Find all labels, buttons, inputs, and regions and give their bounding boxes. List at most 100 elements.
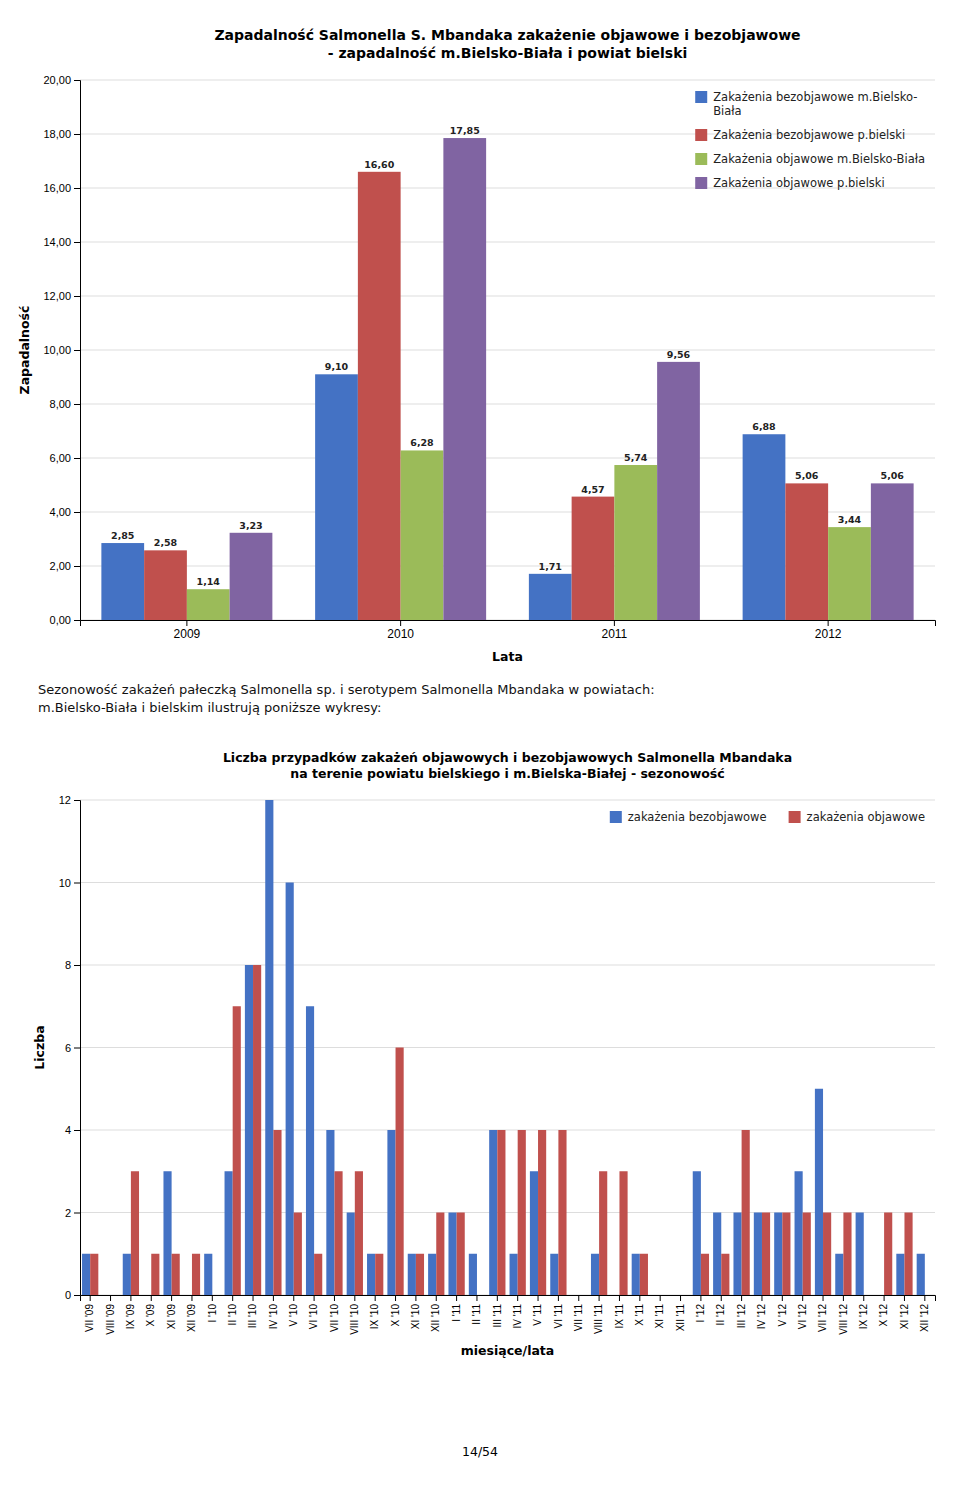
x-tick-mark [924, 1295, 925, 1301]
data-label: 5,06 [795, 470, 819, 481]
x-tick-mark [700, 1295, 701, 1301]
x-tick-mark [354, 1295, 355, 1301]
y-tick: 10,00 [43, 344, 80, 356]
x-tick: 2012 [815, 620, 842, 641]
x-tick-label: III '12 [736, 1304, 747, 1329]
bar [611, 1295, 619, 1296]
y-tick-label: 6 [65, 1042, 71, 1054]
bar [163, 1171, 171, 1295]
x-tick-mark [476, 1295, 477, 1301]
data-label: 6,28 [410, 437, 434, 448]
x-tick-mark [558, 1295, 559, 1301]
x-tick: III '12 [736, 1295, 747, 1328]
x-tick-label: II '12 [715, 1304, 726, 1326]
x-tick-label: XII '10 [430, 1304, 441, 1332]
x-tick: X '09 [145, 1295, 156, 1326]
x-tick-label: VII '12 [817, 1304, 828, 1332]
data-label: 2,58 [154, 537, 178, 548]
bar [721, 1254, 729, 1295]
x-tick-mark [619, 1295, 620, 1301]
y-tick-label: 12,00 [43, 290, 71, 302]
bar [917, 1254, 925, 1295]
y-tick: 20,00 [43, 74, 80, 86]
x-tick-label: V '12 [777, 1304, 788, 1327]
legend-label: zakażenia bezobjawowe [628, 810, 767, 824]
bar [443, 138, 486, 620]
x-tick: IV '10 [268, 1295, 279, 1329]
grid-line [80, 800, 935, 801]
legend-item: zakażenia objawowe [789, 810, 925, 824]
x-tick-mark [171, 1295, 172, 1301]
x-tick-label: XI '12 [899, 1304, 910, 1330]
x-tick-label: V '11 [532, 1304, 543, 1326]
bar [657, 362, 700, 620]
y-tick-label: 2 [65, 1207, 71, 1219]
x-axis-line [81, 1296, 936, 1302]
x-tick-mark [741, 1295, 742, 1301]
grid-line [80, 242, 935, 243]
bar [701, 1254, 709, 1295]
x-tick: IX '12 [858, 1295, 869, 1329]
x-tick: XI '09 [166, 1295, 177, 1329]
bar [396, 1048, 404, 1296]
bar [742, 1130, 750, 1295]
y-tick-mark [74, 800, 80, 801]
bar [572, 497, 615, 620]
x-tick-label: II '11 [471, 1304, 482, 1325]
legend-item: Zakażenia bezobjawowe m.Bielsko-Biała [695, 90, 917, 118]
bar [782, 1213, 790, 1296]
legend-swatch [610, 811, 622, 823]
bar [876, 1295, 884, 1296]
y-tick: 0 [65, 1289, 80, 1301]
x-tick: VII '11 [573, 1295, 584, 1331]
chart: Zapadalność Salmonella S. Mbandaka zakaż… [17, 27, 936, 664]
x-tick: XII '10 [430, 1295, 441, 1332]
bar [265, 800, 273, 1295]
bar [754, 1213, 762, 1296]
data-label: 1,14 [197, 576, 221, 587]
x-tick-label: V '10 [288, 1304, 299, 1327]
x-tick-label: VII '09 [84, 1304, 95, 1332]
y-tick-label: 18,00 [43, 128, 71, 140]
bar [123, 1254, 131, 1295]
x-tick-mark [110, 1295, 111, 1301]
data-label: 3,44 [838, 514, 862, 525]
bar [334, 1171, 342, 1295]
x-tick-mark [400, 620, 401, 626]
legend-label: Zakażenia bezobjawowe m.Bielsko-Biała [713, 90, 917, 118]
bar [864, 1295, 872, 1296]
x-tick-mark [614, 620, 615, 626]
x-tick: XII '11 [675, 1295, 686, 1331]
y-tick: 4 [65, 1124, 80, 1136]
y-tick-mark [74, 1048, 80, 1049]
x-tick-mark [517, 1295, 518, 1301]
x-tick: X '12 [878, 1295, 889, 1326]
x-tick-mark [538, 1295, 539, 1301]
bar [815, 1089, 823, 1295]
bar [355, 1171, 363, 1295]
bar [184, 1295, 192, 1296]
grid-line [80, 404, 935, 405]
x-axis: 2009201020112012 [81, 620, 936, 641]
y-tick: 8,00 [50, 398, 80, 410]
legend-label: zakażenia objawowe [807, 810, 925, 824]
bar [286, 883, 294, 1296]
bar [326, 1130, 334, 1295]
bar [640, 1254, 648, 1295]
y-tick-mark [74, 620, 80, 621]
legend-label: Zakażenia objawowe p.bielski [713, 176, 884, 190]
bar [469, 1254, 477, 1295]
bar [245, 965, 253, 1295]
y-tick-label: 2,00 [50, 560, 71, 572]
x-tick-mark [578, 1295, 579, 1301]
y-tick: 12,00 [43, 290, 80, 302]
y-tick: 16,00 [43, 182, 80, 194]
y-tick-label: 0,00 [50, 614, 71, 626]
legend-swatch [695, 153, 707, 165]
x-tick: IV '11 [512, 1295, 523, 1329]
bar [82, 1254, 90, 1295]
x-tick-mark [232, 1295, 233, 1301]
bar [253, 965, 261, 1295]
bar [571, 1295, 579, 1296]
data-label: 6,88 [752, 421, 776, 432]
